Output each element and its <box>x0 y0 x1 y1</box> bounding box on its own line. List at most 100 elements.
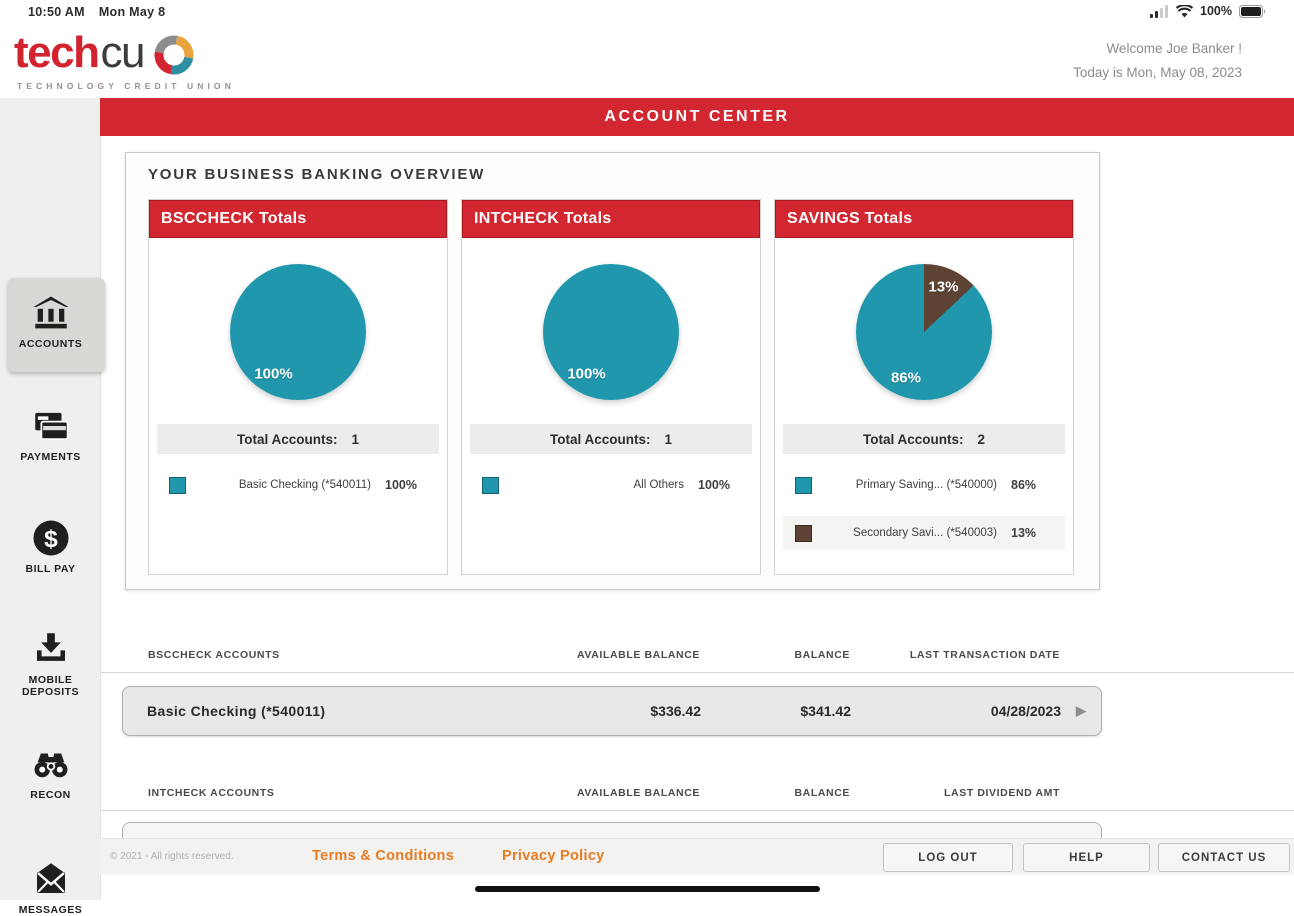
chevron-right-icon: ▶ <box>1076 703 1086 718</box>
account-center-banner: ACCOUNT CENTER <box>100 98 1294 136</box>
sidebar-item-label: PAYMENTS <box>20 451 81 463</box>
envelope-icon <box>36 863 65 893</box>
cellular-signal-icon <box>1150 4 1169 18</box>
logo-text-tech: tech <box>14 28 100 77</box>
sidebar-item-mobile-deposits[interactable]: MOBILE DEPOSITS <box>0 628 101 698</box>
savings-pie-chart: 13% 86% <box>856 264 992 400</box>
bsccheck-table-header: BSCCHECK ACCOUNTS AVAILABLE BALANCE BALA… <box>125 646 1100 664</box>
techcu-logo: techcu <box>14 27 198 79</box>
credit-cards-icon <box>34 412 68 440</box>
total-accounts-row: Total Accounts: 2 <box>783 424 1065 454</box>
business-banking-overview-panel: YOUR BUSINESS BANKING OVERVIEW BSCCHECK … <box>125 152 1100 590</box>
pie-slice-label: 86% <box>890 369 921 387</box>
total-accounts-label: Total Accounts: <box>549 431 651 447</box>
card-title: INTCHECK Totals <box>474 210 612 227</box>
welcome-block: Welcome Joe Banker ! Today is Mon, May 0… <box>1073 37 1242 85</box>
status-date: Mon May 8 <box>98 5 166 19</box>
total-accounts-value: 1 <box>664 431 672 447</box>
wifi-icon <box>1176 4 1194 17</box>
sidebar-item-label: BILL PAY <box>25 563 76 575</box>
legend-label: Primary Saving... (*540000) <box>855 479 997 491</box>
card-title: BSCCHECK Totals <box>161 210 307 227</box>
home-indicator-bar[interactable] <box>475 886 820 892</box>
sidebar-item-label: RECON <box>30 789 71 801</box>
privacy-policy-link[interactable]: Privacy Policy <box>502 848 605 864</box>
total-accounts-row: Total Accounts: 1 <box>157 424 439 454</box>
binoculars-icon <box>34 753 67 778</box>
legend-percent: 100% <box>385 478 417 492</box>
legend-row: Primary Saving... (*540000) 86% <box>783 468 1065 502</box>
total-accounts-value: 2 <box>977 431 985 447</box>
sidebar-item-payments[interactable]: PAYMENTS <box>0 405 101 463</box>
total-accounts-value: 1 <box>351 431 359 447</box>
log-out-button[interactable]: LOG OUT <box>883 843 1013 872</box>
today-date: Today is Mon, May 08, 2023 <box>1073 65 1242 80</box>
status-bar: 10:50 AM Mon May 8 100% <box>0 0 1294 25</box>
logo-swirl-icon <box>154 35 194 75</box>
account-row-basic-checking[interactable]: Basic Checking (*540011) $336.42 $341.42… <box>122 686 1102 736</box>
legend-label: Basic Checking (*540011) <box>238 479 371 491</box>
account-row-partial[interactable] <box>122 822 1102 842</box>
legend-swatch <box>795 524 812 542</box>
bsccheck-totals-card: BSCCHECK Totals 100% Total Accounts: 1 B… <box>148 199 448 575</box>
page-title: ACCOUNT CENTER <box>604 108 790 125</box>
logo-tagline: TECHNOLOGY CREDIT UNION <box>17 81 235 91</box>
overview-heading: YOUR BUSINESS BANKING OVERVIEW <box>148 166 486 183</box>
card-header: SAVINGS Totals <box>775 200 1073 238</box>
legend-label: Secondary Savi... (*540003) <box>853 527 997 539</box>
account-name: Basic Checking (*540011) <box>147 703 326 719</box>
copyright-text: © 2021 - All rights reserved. <box>110 851 234 862</box>
savings-totals-card: SAVINGS Totals 13% 86% Total Accounts: 2 … <box>774 199 1074 575</box>
sidebar-item-label: ACCOUNTS <box>18 338 83 350</box>
sidebar-item-recon[interactable]: RECON <box>0 743 101 801</box>
balance-value: $341.42 <box>800 703 851 719</box>
sidebar-nav: ACCOUNTS PAYMENTS $ BILL PAY MOBILE DEPO… <box>0 95 105 916</box>
sidebar-item-label: MESSAGES <box>18 904 83 916</box>
legend-label: All Others <box>633 479 685 491</box>
status-time-date: 10:50 AM Mon May 8 <box>28 5 179 19</box>
card-header: BSCCHECK Totals <box>149 200 447 238</box>
intcheck-totals-card: INTCHECK Totals 100% Total Accounts: 1 A… <box>461 199 761 575</box>
available-balance-value: $336.42 <box>650 703 701 719</box>
last-transaction-date-value: 04/28/2023 <box>990 703 1061 719</box>
sidebar-item-accounts[interactable]: ACCOUNTS <box>0 278 105 372</box>
intcheck-pie-chart: 100% <box>543 264 679 400</box>
pie-slice-label: 100% <box>254 365 293 383</box>
logo-text-cu: cu <box>100 28 145 77</box>
welcome-message: Welcome Joe Banker ! <box>1106 41 1242 56</box>
column-header-available-balance: AVAILABLE BALANCE <box>577 649 700 661</box>
status-time: 10:50 AM <box>28 5 85 19</box>
help-button[interactable]: HELP <box>1023 843 1150 872</box>
total-accounts-row: Total Accounts: 1 <box>470 424 752 454</box>
column-header-last-transaction-date: LAST TRANSACTION DATE <box>909 649 1060 661</box>
table-divider <box>101 672 1294 673</box>
legend-percent: 13% <box>1011 526 1037 540</box>
legend-row: Secondary Savi... (*540003) 13% <box>783 516 1065 550</box>
svg-text:$: $ <box>44 526 58 553</box>
contact-us-button[interactable]: CONTACT US <box>1158 843 1290 872</box>
legend-swatch <box>482 476 499 494</box>
sidebar-item-label: MOBILE DEPOSITS <box>21 674 80 698</box>
app-header: techcu TECHNOLOGY CREDIT UNION Welcome J… <box>0 25 1294 98</box>
card-title: SAVINGS Totals <box>787 210 913 227</box>
pie-slice-label: 13% <box>928 278 959 296</box>
sidebar-item-messages[interactable]: MESSAGES <box>0 858 101 916</box>
legend-percent: 86% <box>1011 478 1037 492</box>
column-header-section: BSCCHECK ACCOUNTS <box>148 649 280 661</box>
legend-swatch <box>795 476 812 494</box>
bank-icon <box>33 296 68 329</box>
terms-and-conditions-link[interactable]: Terms & Conditions <box>312 848 455 864</box>
bsccheck-pie-chart: 100% <box>230 264 366 400</box>
total-accounts-label: Total Accounts: <box>236 431 338 447</box>
column-header-balance: BALANCE <box>794 649 850 661</box>
card-header: INTCHECK Totals <box>462 200 760 238</box>
dollar-circle-icon: $ <box>33 520 68 556</box>
column-header-balance: BALANCE <box>794 787 850 799</box>
intcheck-table-header: INTCHECK ACCOUNTS AVAILABLE BALANCE BALA… <box>125 784 1100 802</box>
battery-percent: 100% <box>1200 4 1232 18</box>
deposit-download-icon <box>36 633 65 661</box>
legend-percent: 100% <box>698 478 730 492</box>
legend-row: All Others 100% <box>470 468 752 502</box>
sidebar-item-bill-pay[interactable]: $ BILL PAY <box>0 517 101 575</box>
column-header-last-dividend-amt: LAST DIVIDEND AMT <box>944 787 1060 799</box>
